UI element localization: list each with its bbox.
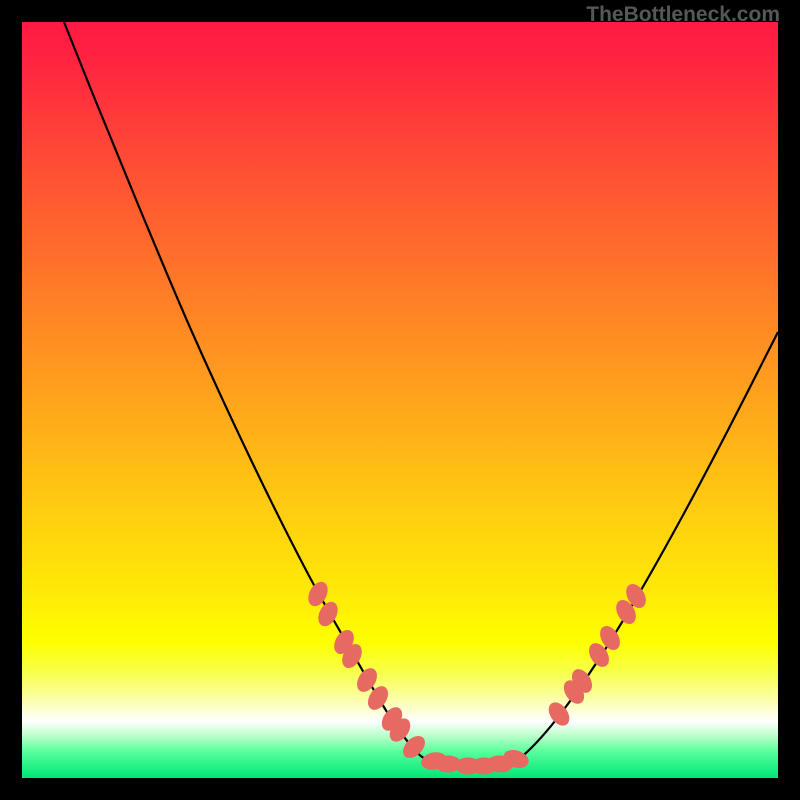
bottleneck-curve [64,22,778,766]
chart-frame: TheBottleneck.com [0,0,800,800]
marker-cluster-bottom [420,747,531,775]
marker-cluster-left [304,579,429,763]
attribution-label: TheBottleneck.com [586,3,780,27]
marker-cluster-right [544,580,649,729]
plot-area [22,22,778,778]
chart-overlay-svg [22,22,778,778]
